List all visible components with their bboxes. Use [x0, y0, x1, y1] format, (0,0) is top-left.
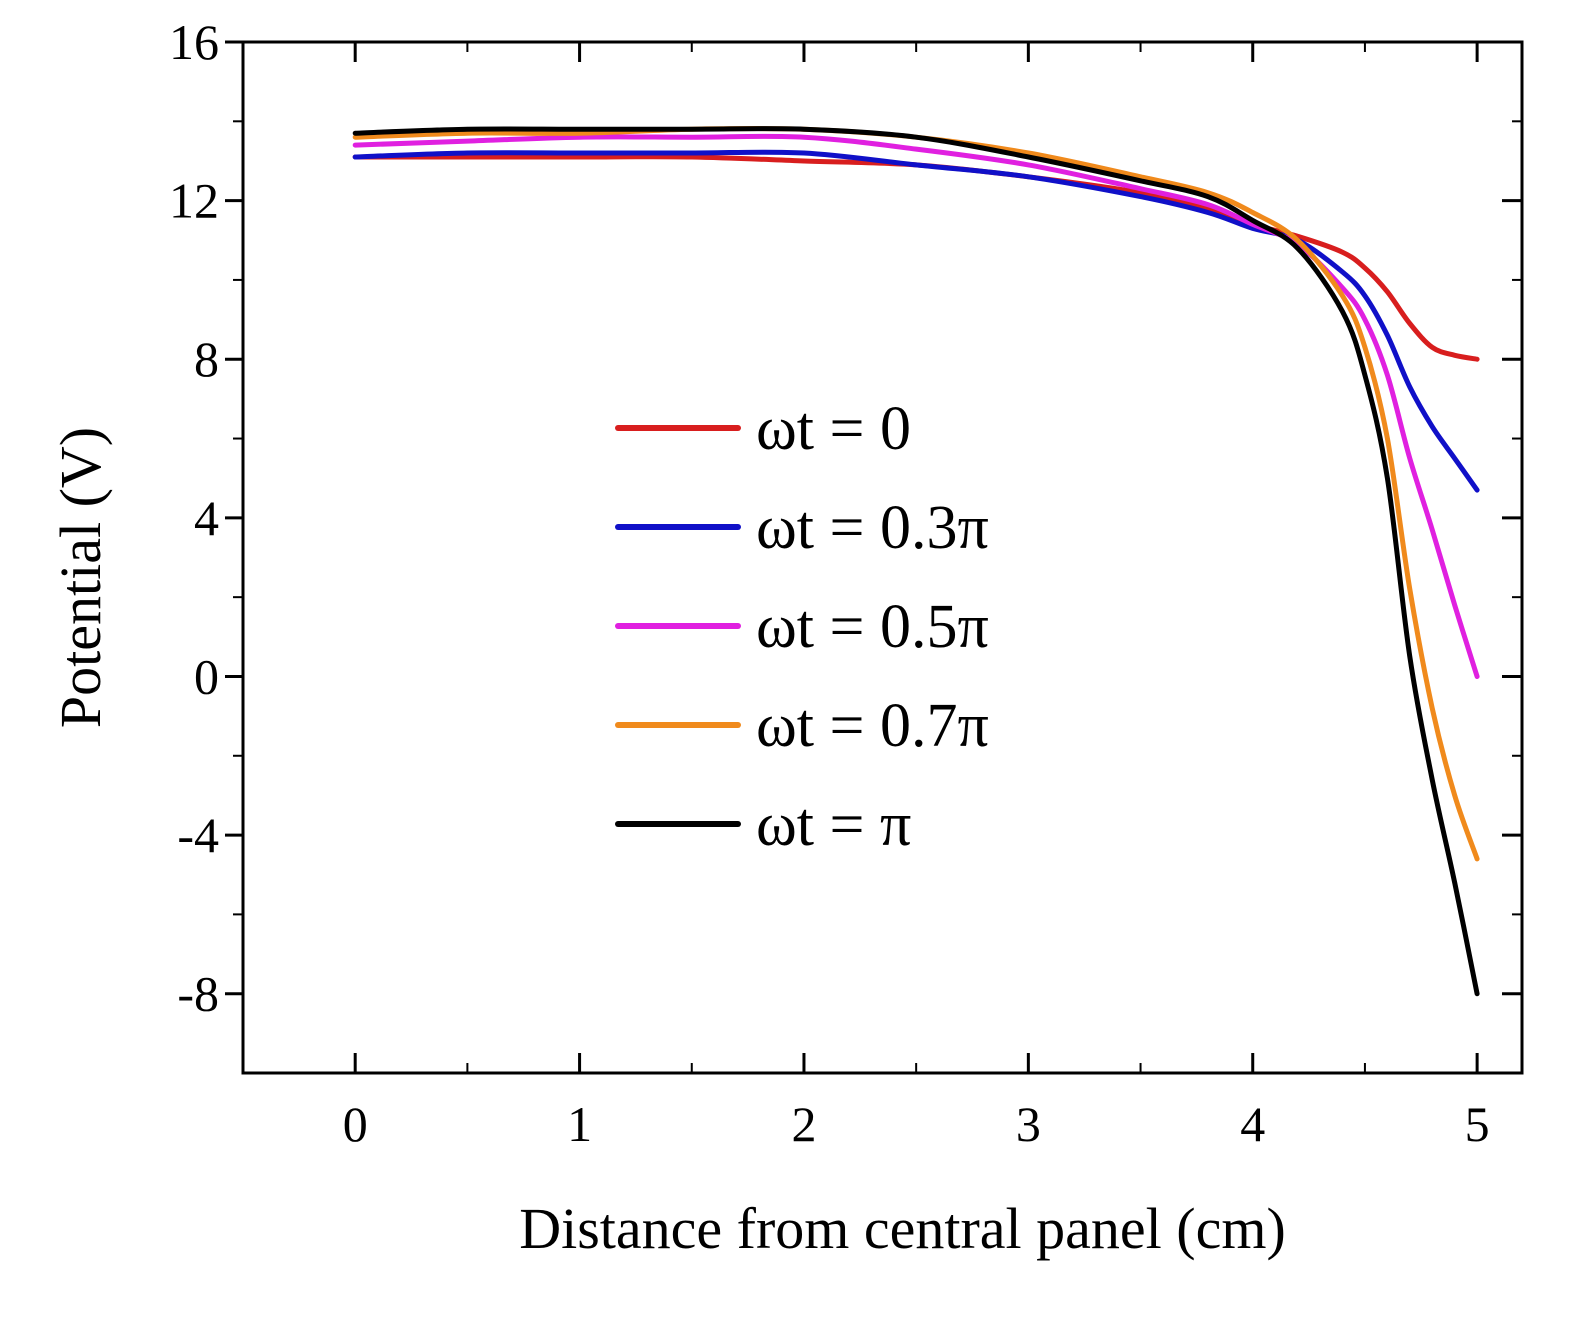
- x-tick-label: 2: [791, 1096, 816, 1152]
- x-tick-label: 3: [1016, 1096, 1041, 1152]
- plot-frame: [241, 40, 1524, 1075]
- y-tick-labels: -8 -4 0 4 8 12 16: [169, 14, 219, 1022]
- series-line-1: [352, 154, 1480, 362]
- legend-label-1: ωt = 0: [756, 395, 911, 463]
- x-tick-label: 5: [1465, 1096, 1490, 1152]
- axis-ticks: [225, 40, 1522, 1073]
- series-line-3: [352, 133, 1480, 679]
- series-line-2: [352, 149, 1480, 493]
- series-lines: [352, 125, 1480, 997]
- y-tick-label: -8: [177, 966, 219, 1022]
- y-tick-label: 8: [194, 331, 219, 387]
- y-tick-label: 4: [194, 490, 219, 546]
- legend-label-2: ωt = 0.3π: [756, 494, 989, 562]
- y-tick-label: 16: [169, 14, 219, 70]
- y-tick-label: 0: [194, 648, 219, 704]
- y-axis-title: Potential (V): [48, 427, 113, 728]
- legend-label-4: ωt = 0.7π: [756, 692, 989, 760]
- legend-label-5: ωt = π: [756, 791, 911, 859]
- x-tick-label: 0: [343, 1096, 368, 1152]
- legend-label-3: ωt = 0.5π: [756, 593, 989, 661]
- series-line-5: [352, 126, 1480, 997]
- x-tick-labels: 0 1 2 3 4 5: [343, 1096, 1490, 1152]
- x-tick-label: 4: [1240, 1096, 1265, 1152]
- x-axis-title: Distance from central panel (cm): [519, 1196, 1286, 1261]
- x-tick-label: 1: [567, 1096, 592, 1152]
- legend: ωt = 0 ωt = 0.3π ωt = 0.5π ωt = 0.7π ωt = π: [615, 395, 989, 859]
- y-tick-label: 12: [169, 173, 219, 229]
- y-tick-label: -4: [177, 807, 219, 863]
